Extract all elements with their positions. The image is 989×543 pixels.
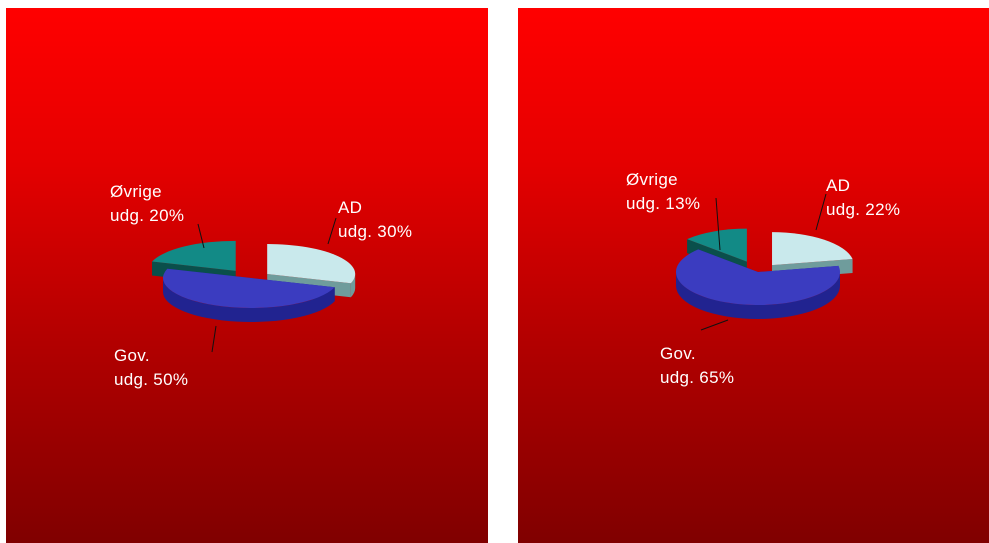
pie-left-slice-2-top: [152, 240, 236, 271]
pie-right-slice-0-top: [772, 232, 853, 266]
pie-right-leader-line-1: [700, 319, 729, 331]
pie-left-leader-line-1: [211, 325, 217, 353]
label-gov-left-value: udg. 50%: [114, 370, 189, 389]
pie-left-slice-0-side: [350, 273, 356, 298]
pie-left-slice-0-top: [267, 243, 356, 284]
label-gov-right: Gov. udg. 65%: [660, 342, 734, 390]
label-ad-right-name: AD: [826, 176, 851, 195]
pie-left-slice-1-top: [163, 268, 335, 308]
label-ovrige-left-name: Øvrige: [110, 182, 162, 201]
pie-left-leader-line-2: [197, 223, 205, 249]
label-ovrige-right: Øvrige udg. 13%: [626, 168, 700, 216]
pie-right-slice-1: [676, 249, 840, 319]
pie-right-leader-line-2: [715, 197, 721, 251]
pie-right-slice-1-top: [676, 249, 840, 305]
label-gov-left-name: Gov.: [114, 346, 150, 365]
label-ad-right-value: udg. 22%: [826, 200, 901, 219]
label-ovrige-left-value: udg. 20%: [110, 206, 185, 225]
label-ovrige-left: Øvrige udg. 20%: [110, 180, 184, 228]
label-ad-left: AD udg. 30%: [338, 196, 412, 244]
pie-chart-left: [152, 217, 356, 353]
pie-chart-right: [676, 193, 853, 331]
pie-chart-panel-left: AD udg. 30% Gov. udg. 50% Øvrige udg. 20…: [6, 8, 488, 543]
label-gov-left: Gov. udg. 50%: [114, 344, 188, 392]
pie-chart-panel-right: AD udg. 22% Gov. udg. 65% Øvrige udg. 13…: [518, 8, 989, 543]
pie-right-leader-line-0: [815, 193, 827, 231]
label-gov-right-value: udg. 65%: [660, 368, 735, 387]
pie-left-slice-1-side: [163, 278, 335, 322]
pie-right-slice-2-top: [687, 228, 747, 262]
label-gov-right-name: Gov.: [660, 344, 696, 363]
pie-left-leader-line-0: [327, 217, 337, 245]
label-ovrige-right-value: udg. 13%: [626, 194, 701, 213]
label-ad-left-name: AD: [338, 198, 363, 217]
label-ovrige-right-name: Øvrige: [626, 170, 678, 189]
pie-right-slice-1-side: [676, 272, 840, 319]
label-ad-left-value: udg. 30%: [338, 222, 413, 241]
label-ad-right: AD udg. 22%: [826, 174, 900, 222]
pie-left-slice-1: [163, 268, 335, 322]
